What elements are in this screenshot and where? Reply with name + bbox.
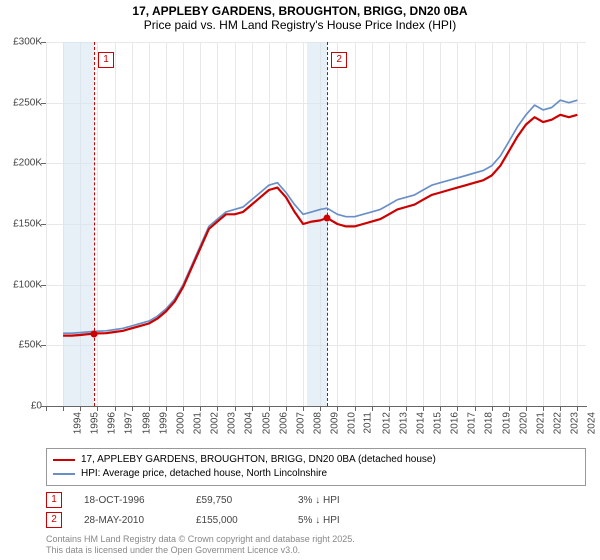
chart-container: 17, APPLEBY GARDENS, BROUGHTON, BRIGG, D… [0, 0, 600, 560]
sale-info-row: 1 18-OCT-1996 £59,750 3% ↓ HPI [46, 492, 340, 508]
x-tick-label: 2018 [484, 412, 495, 434]
x-tick-label: 2013 [398, 412, 409, 434]
x-tick-label: 2006 [278, 412, 289, 434]
title-line-1: 17, APPLEBY GARDENS, BROUGHTON, BRIGG, D… [0, 4, 600, 18]
x-tick-label: 1998 [141, 412, 152, 434]
x-tick-label: 2003 [227, 412, 238, 434]
y-tick-label: £100K [13, 279, 42, 290]
legend-row: HPI: Average price, detached house, Nort… [53, 467, 579, 481]
x-tick-label: 1995 [89, 412, 100, 434]
x-tick-label: 2010 [347, 412, 358, 434]
sale-marker [91, 330, 98, 337]
title-block: 17, APPLEBY GARDENS, BROUGHTON, BRIGG, D… [0, 0, 600, 32]
sale-badge: 2 [46, 512, 62, 528]
x-tick-label: 1994 [72, 412, 83, 434]
x-tick-label: 2000 [175, 412, 186, 434]
sale-pct: 3% ↓ HPI [298, 495, 340, 506]
x-tick-label: 2021 [535, 412, 546, 434]
sale-price: £59,750 [196, 495, 276, 506]
x-tick-label: 2014 [415, 412, 426, 434]
sale-line-badge: 1 [98, 52, 114, 68]
sale-info-row: 2 28-MAY-2010 £155,000 5% ↓ HPI [46, 512, 340, 528]
legend-label: 17, APPLEBY GARDENS, BROUGHTON, BRIGG, D… [81, 453, 436, 467]
chart-area: £0£50K£100K£150K£200K£250K£300K 19941995… [46, 42, 586, 406]
legend: 17, APPLEBY GARDENS, BROUGHTON, BRIGG, D… [46, 448, 586, 486]
x-tick-label: 2011 [363, 412, 374, 434]
x-tick-label: 2012 [381, 412, 392, 434]
x-tick-label: 2002 [209, 412, 220, 434]
x-tick-label: 2005 [261, 412, 272, 434]
legend-row: 17, APPLEBY GARDENS, BROUGHTON, BRIGG, D… [53, 453, 579, 467]
x-tick-label: 2019 [501, 412, 512, 434]
x-tick-label: 2024 [587, 412, 598, 434]
x-tick-label: 2009 [329, 412, 340, 434]
x-tick-label: 2015 [432, 412, 443, 434]
x-tick-label: 2001 [192, 412, 203, 434]
x-tick-label: 2016 [449, 412, 460, 434]
series-hpi [63, 100, 577, 333]
sale-marker [324, 214, 331, 221]
y-tick-label: £50K [19, 340, 42, 351]
y-tick-label: £150K [13, 219, 42, 230]
footer: Contains HM Land Registry data © Crown c… [46, 534, 355, 556]
x-tick-label: 2008 [312, 412, 323, 434]
title-line-2: Price paid vs. HM Land Registry's House … [0, 18, 600, 32]
series-lines [46, 42, 586, 406]
x-tick-label: 2004 [244, 412, 255, 434]
series-price_paid [63, 115, 577, 336]
y-tick-label: £200K [13, 158, 42, 169]
sale-badge: 1 [46, 492, 62, 508]
footer-line-2: This data is licensed under the Open Gov… [46, 545, 355, 556]
x-tick-label: 1997 [124, 412, 135, 434]
sale-price: £155,000 [196, 515, 276, 526]
x-tick-label: 1996 [107, 412, 118, 434]
sale-date: 18-OCT-1996 [84, 495, 174, 506]
sale-line-badge: 2 [331, 52, 347, 68]
y-tick-label: £250K [13, 97, 42, 108]
x-tick-label: 2020 [518, 412, 529, 434]
y-tick-label: £300K [13, 37, 42, 48]
x-tick-label: 2007 [295, 412, 306, 434]
x-tick-label: 2023 [569, 412, 580, 434]
legend-swatch [53, 473, 75, 475]
x-tick-label: 2022 [552, 412, 563, 434]
sale-pct: 5% ↓ HPI [298, 515, 340, 526]
x-tick-label: 1999 [158, 412, 169, 434]
footer-line-1: Contains HM Land Registry data © Crown c… [46, 534, 355, 545]
legend-swatch [53, 459, 75, 461]
x-tick-label: 2017 [467, 412, 478, 434]
legend-label: HPI: Average price, detached house, Nort… [81, 467, 327, 481]
sale-date: 28-MAY-2010 [84, 515, 174, 526]
